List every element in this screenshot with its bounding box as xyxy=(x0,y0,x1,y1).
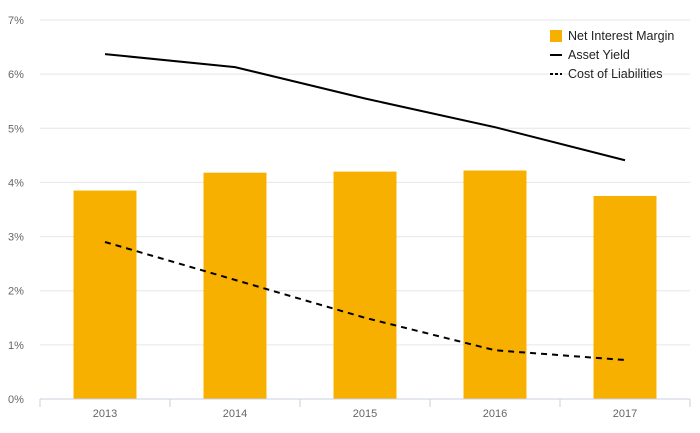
legend: Net Interest Margin Asset Yield Cost of Li… xyxy=(550,29,674,81)
x-tick-label: 2017 xyxy=(613,408,637,420)
line-series xyxy=(104,53,626,362)
legend-label: Cost of Liabilities xyxy=(568,67,663,81)
y-tick-label: 6% xyxy=(8,69,24,81)
y-tick-label: 4% xyxy=(8,177,24,189)
y-tick-label: 2% xyxy=(8,286,24,298)
legend-label: Asset Yield xyxy=(568,48,630,62)
x-axis: 2013 2014 2015 2016 2017 xyxy=(39,398,691,420)
cost-of-liabilities-line xyxy=(104,241,626,362)
y-tick-label: 1% xyxy=(8,340,24,352)
y-tick-label: 5% xyxy=(8,123,24,135)
y-tick-label: 7% xyxy=(8,15,24,27)
x-tick-label: 2013 xyxy=(93,408,117,420)
y-tick-label: 3% xyxy=(8,232,24,244)
x-tick-label: 2014 xyxy=(223,408,247,420)
bar xyxy=(73,190,137,399)
y-tick-label: 0% xyxy=(8,394,24,406)
legend-label: Net Interest Margin xyxy=(568,29,674,43)
x-tick-label: 2016 xyxy=(483,408,507,420)
y-axis-ticks: 0% 1% 2% 3% 4% 5% 6% 7% xyxy=(8,15,24,406)
x-tick-label: 2015 xyxy=(353,408,377,420)
legend-swatch-bar xyxy=(550,30,562,42)
bar xyxy=(333,171,397,399)
bar-series xyxy=(73,170,657,399)
asset-yield-line xyxy=(104,53,626,162)
bar xyxy=(463,170,527,399)
bar xyxy=(593,195,657,399)
